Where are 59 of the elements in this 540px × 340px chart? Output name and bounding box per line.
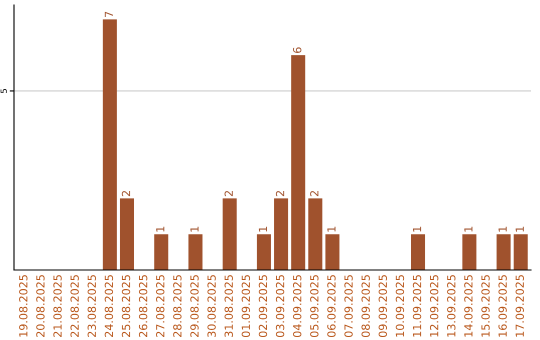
x-tick-label: 19.08.2025	[19, 275, 28, 337]
x-tick-label: 28.08.2025	[173, 275, 182, 337]
bar	[410, 234, 426, 270]
bar	[325, 234, 340, 270]
x-tick-label: 02.09.2025	[258, 275, 268, 338]
data-label: 7	[104, 12, 113, 18]
x-tick-label: 12.09.2025	[430, 275, 438, 337]
x-tick-label: 17.09.2025	[516, 275, 524, 337]
data-label: 2	[122, 191, 130, 196]
data-label: 1	[516, 226, 524, 232]
data-label: 6	[293, 47, 302, 53]
data-label: 2	[224, 191, 233, 196]
bar	[496, 234, 511, 270]
x-tick-label: 26.08.2025	[138, 275, 148, 337]
bar	[154, 234, 168, 270]
bar	[308, 198, 322, 270]
data-label: 2	[276, 191, 284, 196]
x-tick-label: 23.08.2025	[88, 275, 96, 337]
x-tick-label: 15.09.2025	[481, 275, 490, 337]
x-tick-label: 24.08.2025	[104, 275, 114, 337]
x-tick-label: 03.09.2025	[276, 275, 284, 338]
x-tick-label: 07.09.2025	[344, 275, 353, 338]
bar	[120, 198, 134, 270]
bar	[291, 55, 306, 270]
bar	[462, 234, 476, 270]
x-tick-label: 04.09.2025	[293, 275, 302, 338]
bar	[102, 19, 117, 270]
bar	[274, 198, 288, 270]
x-tick-label: 14.09.2025	[464, 275, 473, 337]
bar	[256, 234, 271, 270]
x-tick-label: 06.09.2025	[327, 275, 336, 338]
x-tick-label: 08.09.2025	[361, 275, 370, 338]
data-label: 1	[190, 226, 199, 232]
x-tick-label: 21.08.2025	[53, 275, 62, 337]
data-label: 1	[156, 226, 164, 232]
x-tick-label: 22.08.2025	[70, 275, 79, 337]
data-label: 2	[310, 191, 318, 196]
x-tick-label: 13.09.2025	[447, 275, 456, 337]
data-label: 1	[412, 226, 422, 232]
x-tick-label: 30.08.2025	[207, 275, 216, 337]
x-tick-label: 29.08.2025	[190, 275, 199, 337]
x-tick-label: 10.09.2025	[396, 275, 404, 337]
x-tick-label: 27.08.2025	[156, 275, 164, 337]
bar	[222, 198, 237, 270]
x-tick-label: 25.08.2025	[122, 275, 130, 337]
data-label: 1	[258, 226, 268, 232]
data-label: 1	[327, 226, 336, 232]
x-tick-label: 05.09.2025	[310, 275, 319, 338]
x-tick-label: 20.08.2025	[36, 275, 45, 337]
x-tick-label: 31.08.2025	[224, 275, 233, 337]
x-tick-label: 01.09.2025	[242, 275, 250, 338]
bar	[188, 234, 202, 270]
bar	[514, 234, 528, 270]
x-tick-label: 11.09.2025	[412, 275, 422, 337]
x-tick-label: 09.09.2025	[378, 275, 387, 338]
data-label: 1	[498, 226, 507, 232]
y-tick-label: 5	[0, 89, 7, 93]
x-tick-label: 16.09.2025	[498, 275, 507, 337]
data-label: 1	[464, 226, 472, 232]
